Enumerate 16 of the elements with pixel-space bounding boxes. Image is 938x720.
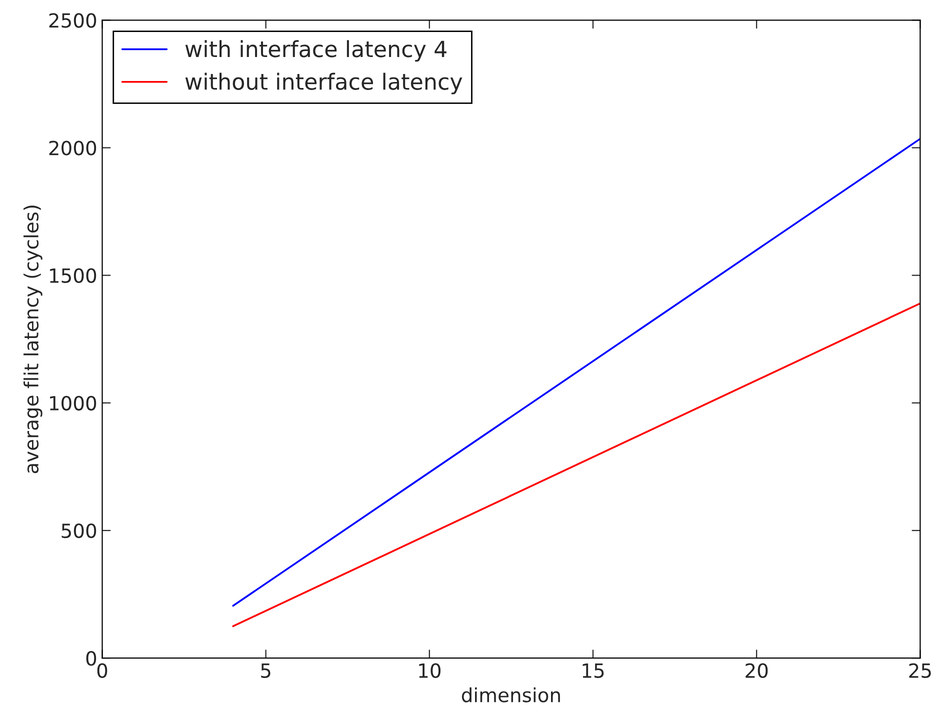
x-tick-label: 20 — [746, 663, 768, 678]
x-tick-label: 5 — [261, 664, 270, 678]
x-tick-label: 25 — [909, 663, 931, 678]
y-axis-title: average flit latency (cycles) — [24, 206, 42, 474]
y-tick-label: 0 — [86, 651, 96, 666]
y-tick-label: 2500 — [49, 13, 96, 28]
y-tick-label: 2000 — [49, 140, 96, 156]
y-tick-label: 500 — [62, 523, 96, 538]
x-tick-label: 0 — [97, 663, 108, 678]
y-tick-label: 1000 — [50, 396, 96, 411]
y-tick-label: 1500 — [50, 268, 96, 283]
x-axis-title: dimension — [462, 687, 560, 702]
legend-label: with interface latency 4 — [185, 40, 446, 62]
x-tick-label: 10 — [419, 663, 440, 678]
x-tick-label: 15 — [582, 664, 604, 678]
legend-label: without interface latency — [185, 72, 462, 94]
